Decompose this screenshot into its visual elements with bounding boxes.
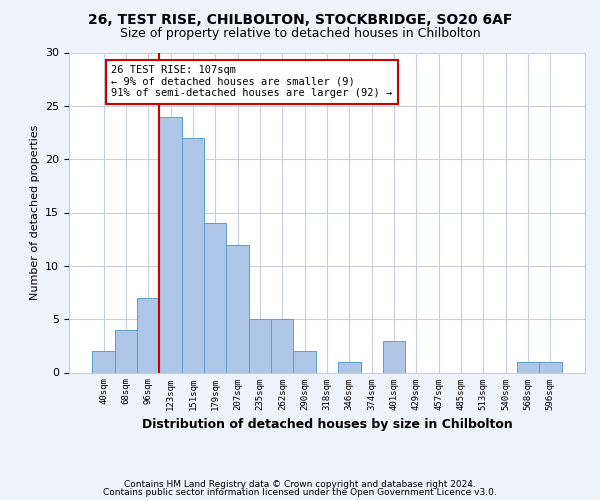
Bar: [92, 351, 115, 372]
Bar: [226, 244, 249, 372]
Bar: [249, 319, 271, 372]
Bar: [517, 362, 539, 372]
Bar: [383, 340, 405, 372]
Bar: [182, 138, 204, 372]
Y-axis label: Number of detached properties: Number of detached properties: [29, 125, 40, 300]
Bar: [539, 362, 562, 372]
Text: Contains public sector information licensed under the Open Government Licence v3: Contains public sector information licen…: [103, 488, 497, 497]
Bar: [160, 116, 182, 372]
Text: Size of property relative to detached houses in Chilbolton: Size of property relative to detached ho…: [119, 28, 481, 40]
Bar: [271, 319, 293, 372]
Bar: [293, 351, 316, 372]
Text: 26 TEST RISE: 107sqm
← 9% of detached houses are smaller (9)
91% of semi-detache: 26 TEST RISE: 107sqm ← 9% of detached ho…: [112, 66, 392, 98]
Text: Contains HM Land Registry data © Crown copyright and database right 2024.: Contains HM Land Registry data © Crown c…: [124, 480, 476, 489]
Bar: [204, 223, 226, 372]
Bar: [115, 330, 137, 372]
Bar: [137, 298, 160, 372]
Bar: [338, 362, 361, 372]
Text: 26, TEST RISE, CHILBOLTON, STOCKBRIDGE, SO20 6AF: 26, TEST RISE, CHILBOLTON, STOCKBRIDGE, …: [88, 12, 512, 26]
X-axis label: Distribution of detached houses by size in Chilbolton: Distribution of detached houses by size …: [142, 418, 512, 431]
